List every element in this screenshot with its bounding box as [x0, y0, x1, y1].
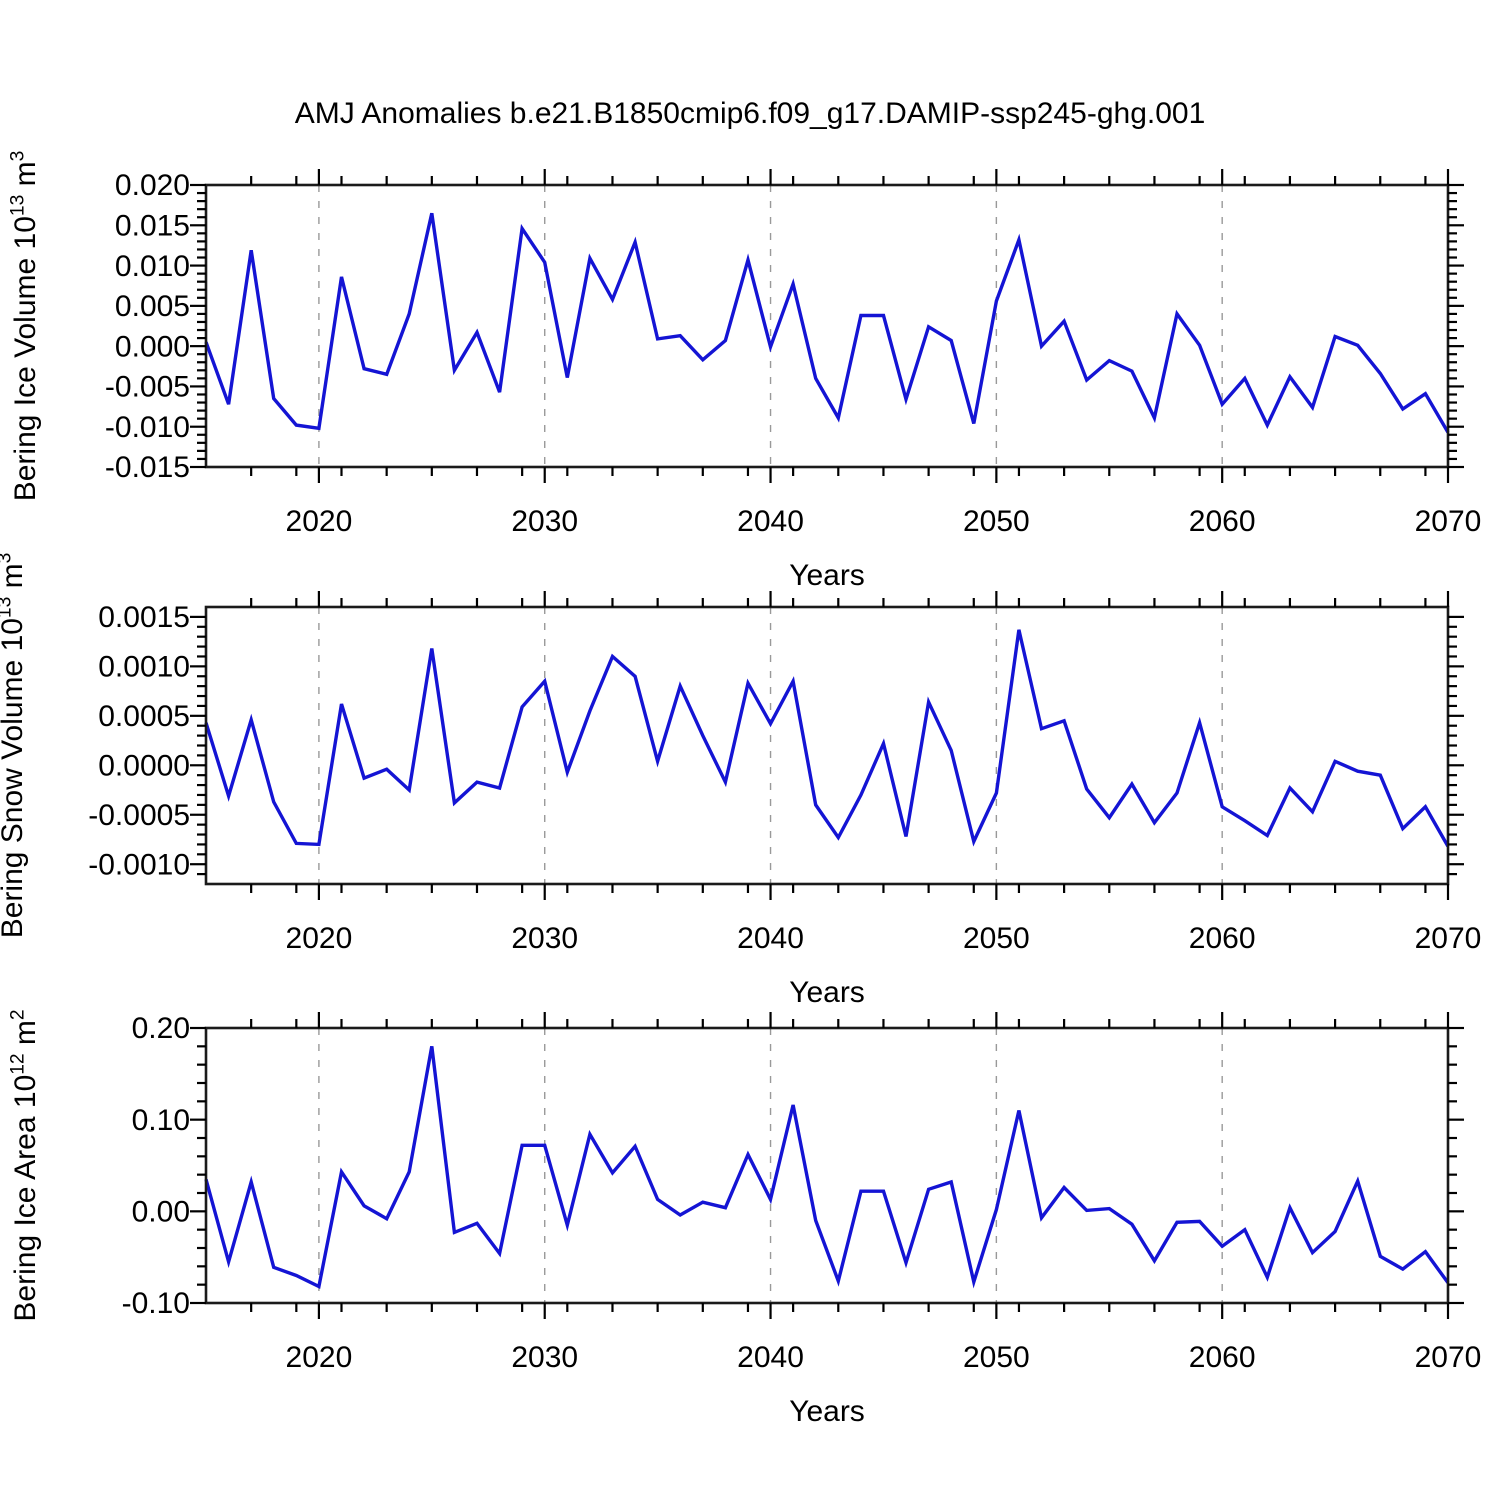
x-tick-label: 2070 [1415, 1341, 1482, 1374]
y-tick-label: -0.0005 [88, 799, 190, 832]
y-tick-label: 0.0000 [98, 749, 190, 782]
x-axis-title: Years [789, 559, 865, 592]
x-tick-label: 2050 [963, 922, 1030, 955]
bering-ice-area-frame [204, 1026, 1450, 1305]
y-tick-label: -0.010 [105, 411, 190, 444]
x-tick-label: 2020 [286, 505, 353, 538]
y-axis-title: Bering Snow Volume 1013 m3 [0, 553, 29, 939]
figure-title: AMJ Anomalies b.e21.B1850cmip6.f09_g17.D… [294, 97, 1206, 130]
x-tick-label: 2020 [286, 922, 353, 955]
y-tick-label: 0.20 [132, 1012, 190, 1045]
x-tick-label: 2020 [286, 1341, 353, 1374]
x-tick-label: 2050 [963, 505, 1030, 538]
panel-bering-snow-volume: 2020 2030 2040 2050 2060 2070 0.0015 0.0010 0.00… [0, 553, 1481, 1009]
panel-bering-ice-volume: 2020 2030 2040 2050 2060 2070 0.020 0.015 0.010 0… [8, 151, 1482, 592]
x-tick-label: 2060 [1189, 922, 1256, 955]
x-axis-title: Years [789, 1395, 865, 1428]
y-tick-label: -0.10 [122, 1287, 190, 1320]
x-tick-label: 2030 [511, 505, 578, 538]
y-tick-label: 0.0005 [98, 700, 190, 733]
x-tick-label: 2060 [1189, 1341, 1256, 1374]
y-tick-label: -0.005 [105, 371, 190, 404]
bering-ice-area-series-line [204, 1045, 1450, 1289]
y-tick-label: 0.020 [115, 169, 190, 202]
x-tick-label: 2040 [737, 1341, 804, 1374]
y-tick-label: 0.015 [115, 209, 190, 242]
x-tick-label: 2040 [737, 505, 804, 538]
y-tick-label: 0.005 [115, 290, 190, 323]
y-tick-label: 0.10 [132, 1104, 190, 1137]
y-tick-label: 0.0015 [98, 601, 190, 634]
x-tick-label: 2040 [737, 922, 804, 955]
y-tick-label: 0.000 [115, 330, 190, 363]
panel-bering-ice-area: 2020 2030 2040 2050 2060 2070 0.20 0.10 0.00 -0.1… [8, 1009, 1482, 1428]
bering-ice-volume-frame [204, 183, 1450, 469]
bering-ice-volume-series-line [204, 212, 1450, 434]
bering-snow-volume-series-line [204, 629, 1450, 848]
x-tick-label: 2070 [1415, 505, 1482, 538]
y-axis-title: Bering Ice Area 1012 m2 [8, 1009, 42, 1321]
y-tick-label: -0.0010 [88, 848, 190, 881]
bering-snow-volume-frame [204, 605, 1450, 886]
y-tick-label: 0.010 [115, 250, 190, 283]
x-tick-label: 2030 [511, 922, 578, 955]
x-axis-title: Years [789, 976, 865, 1009]
x-tick-label: 2060 [1189, 505, 1256, 538]
x-tick-label: 2070 [1415, 922, 1482, 955]
y-axis-title: Bering Ice Volume 1013 m3 [8, 151, 42, 502]
y-tick-label: 0.0010 [98, 651, 190, 684]
x-tick-label: 2030 [511, 1341, 578, 1374]
x-tick-label: 2050 [963, 1341, 1030, 1374]
y-tick-label: 0.00 [132, 1196, 190, 1229]
y-tick-label: -0.015 [105, 451, 190, 484]
